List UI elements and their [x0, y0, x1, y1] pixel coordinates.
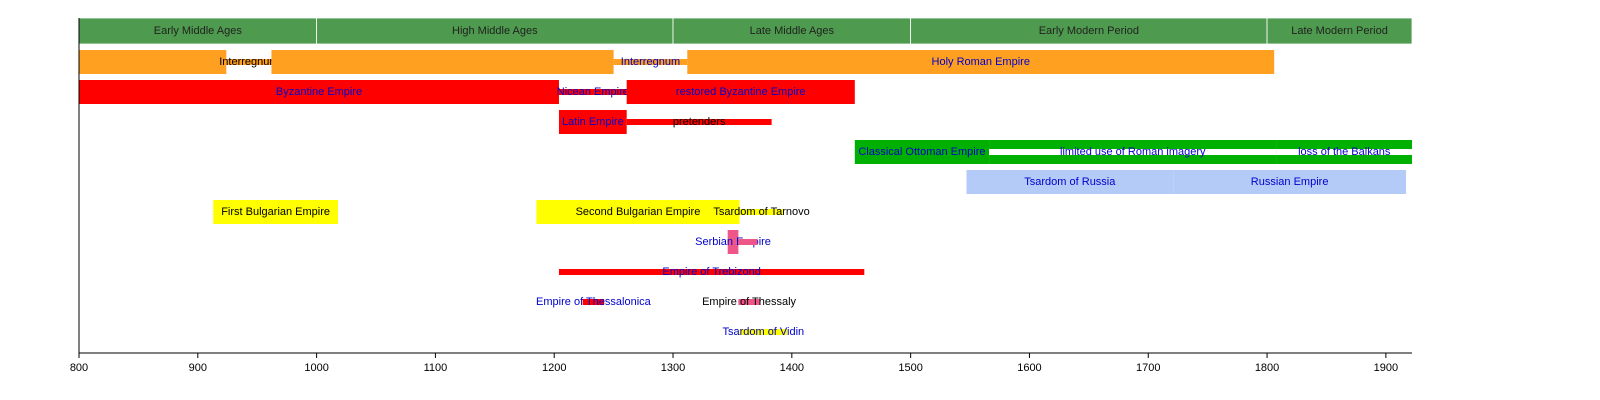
era-label: High Middle Ages	[452, 25, 538, 37]
span-bar	[613, 59, 688, 65]
span-bar	[558, 269, 865, 275]
span-label: Latin Empire	[562, 116, 624, 128]
span-label: Tsardom of Russia	[1024, 176, 1116, 188]
span-label: Byzantine Empire	[276, 86, 362, 98]
span-bar	[558, 110, 627, 134]
x-tick-label: 800	[70, 362, 88, 374]
span-label: Serbian Empire	[695, 236, 771, 248]
span-bar	[213, 200, 338, 224]
span-bar	[79, 50, 227, 74]
x-tick-label: 1000	[304, 362, 328, 374]
x-tick-label: 1900	[1374, 362, 1398, 374]
span-bar	[739, 209, 784, 215]
span-label: pretenders	[673, 116, 726, 128]
span-bar	[271, 50, 614, 74]
era-label: Early Middle Ages	[154, 25, 243, 37]
era-label: Late Middle Ages	[750, 25, 835, 37]
span-bar	[727, 230, 739, 254]
span-label: Interregnum	[219, 56, 278, 68]
span-label: First Bulgarian Empire	[221, 206, 330, 218]
span-bar	[738, 239, 758, 245]
span-bar	[226, 59, 272, 65]
era-band	[316, 17, 674, 45]
span-bar	[79, 80, 559, 104]
span-label: Classical Ottoman Empire	[858, 146, 985, 158]
x-tick-label: 1700	[1136, 362, 1160, 374]
span-label: Russian Empire	[1251, 176, 1329, 188]
span-bar	[626, 119, 772, 125]
span-label: Holy Roman Empire	[932, 56, 1030, 68]
span-bar	[626, 80, 855, 104]
span-bar	[739, 329, 788, 335]
x-tick-label: 1600	[1017, 362, 1041, 374]
x-tick-label: 1100	[424, 362, 448, 374]
x-tick-label: 1800	[1255, 362, 1279, 374]
span-label: limited use of Roman imagery	[1060, 146, 1206, 158]
span-label: Second Bulgarian Empire	[576, 206, 701, 218]
span-bar	[738, 299, 760, 305]
span-label: restored Byzantine Empire	[676, 86, 806, 98]
span-bar	[854, 140, 990, 164]
span-gap	[1276, 149, 1412, 155]
x-tick-label: 1500	[898, 362, 922, 374]
era-band	[78, 17, 318, 45]
span-bar	[582, 299, 605, 305]
span-label: Interregnum	[621, 56, 680, 68]
x-tick-label: 1400	[780, 362, 804, 374]
span-label: Tsardom of Tarnovo	[713, 206, 809, 218]
x-tick-label: 1200	[542, 362, 566, 374]
x-tick-label: 900	[189, 362, 207, 374]
span-label: loss of the Balkans	[1298, 146, 1391, 158]
span-label: Empire of Thessaly	[702, 296, 796, 308]
era-label: Early Modern Period	[1039, 25, 1139, 37]
x-tick-label: 1300	[661, 362, 685, 374]
span-bar	[558, 89, 627, 95]
span-label: Tsardom of Vidin	[722, 326, 804, 338]
span-bar	[536, 200, 740, 224]
span-gap	[989, 149, 1277, 155]
span-label: Empire of Trebizond	[662, 266, 760, 278]
era-band	[672, 17, 912, 45]
span-bar	[687, 50, 1275, 74]
span-label: Nicean Empire	[557, 86, 629, 98]
era-band	[1266, 17, 1413, 45]
span-label: Empire of Thessalonica	[536, 296, 652, 308]
span-bar	[1173, 170, 1407, 194]
span-bar	[966, 170, 1174, 194]
era-label: Late Modern Period	[1291, 25, 1388, 37]
